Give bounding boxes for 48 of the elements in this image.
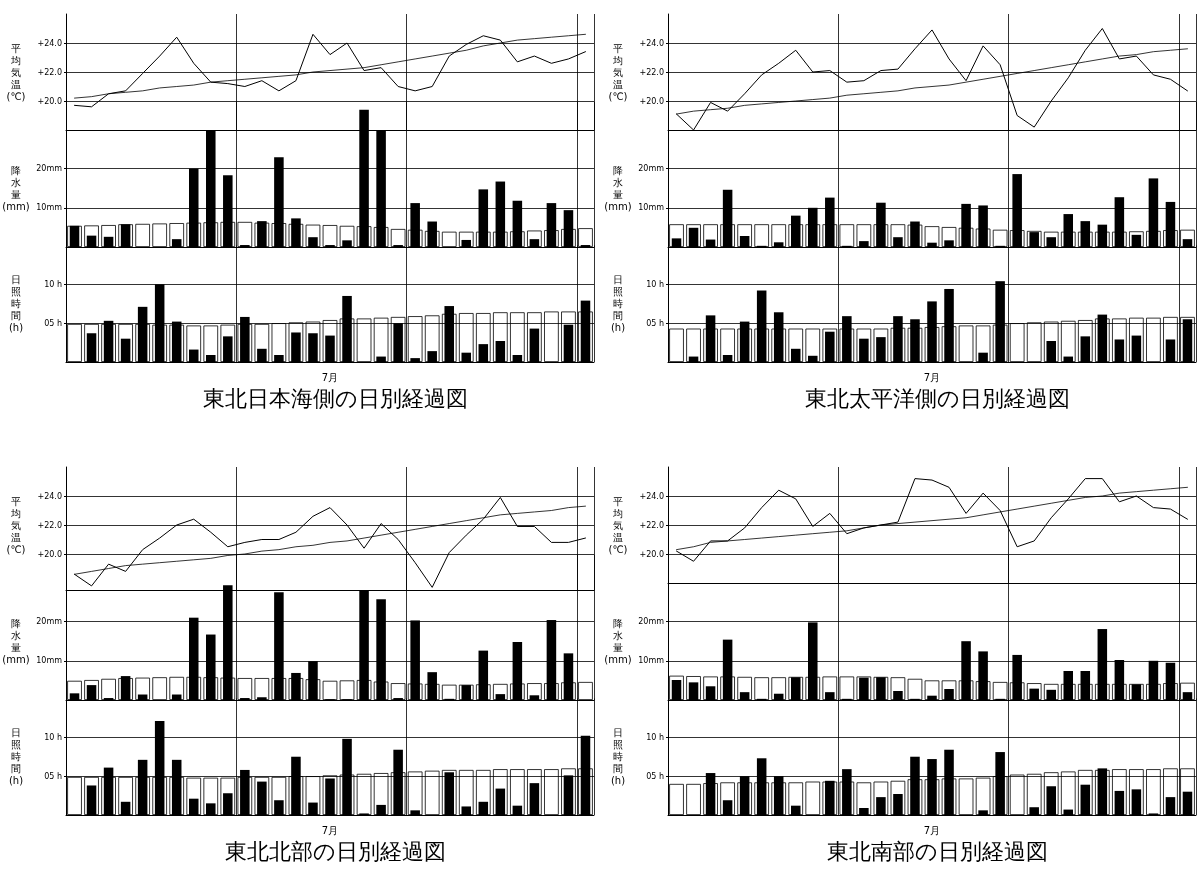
text: 東北太平洋側の日別経過図 (804, 385, 1070, 411)
y-tick-label: 05 h (44, 771, 62, 781)
y-tick-label: +20.0 (639, 549, 664, 559)
y-axis-title: 降水量(mm) (2, 617, 30, 665)
y-tick-label: 05 h (646, 318, 664, 328)
y-tick-label: +24.0 (37, 491, 62, 501)
y-tick-label: 20mm (638, 164, 665, 174)
text: 東北南部の日別経過図 (826, 838, 1048, 864)
y-tick-label: 10mm (638, 203, 665, 213)
text: 東北北部の日別経過図 (224, 838, 446, 864)
y-tick-label: 10 h (44, 732, 62, 742)
y-tick-label: 05 h (646, 771, 664, 781)
y-axis-title: 平均気温(℃) (608, 495, 628, 555)
y-tick-label: 10 h (646, 279, 664, 289)
y-axis-title: 日照時間(h) (8, 727, 24, 787)
y-axis-title: 平均気温(℃) (6, 42, 26, 102)
y-tick-label: 20mm (638, 617, 665, 627)
y-tick-label: +22.0 (639, 67, 664, 77)
y-tick-label: +24.0 (639, 38, 664, 48)
y-tick-label: 20mm (36, 617, 63, 627)
y-axis-title: 降水量(mm) (604, 617, 632, 665)
y-tick-label: 10mm (638, 656, 665, 666)
y-tick-label: 10mm (36, 203, 63, 213)
y-tick-label: +20.0 (37, 96, 62, 106)
y-axis-title: 平均気温(℃) (608, 42, 628, 102)
x-axis-title: 7月 (923, 371, 941, 383)
y-axis-title: 降水量(mm) (604, 164, 632, 212)
y-tick-label: +20.0 (37, 549, 62, 559)
y-tick-label: 05 h (44, 318, 62, 328)
y-axis-title: 日照時間(h) (610, 274, 626, 334)
y-tick-label: 10mm (36, 656, 63, 666)
y-tick-label: 20mm (36, 164, 63, 174)
y-tick-label: +24.0 (639, 491, 664, 501)
x-axis-title: 7月 (321, 371, 339, 383)
y-axis-title: 降水量(mm) (2, 164, 30, 212)
y-axis-title: 平均気温(℃) (6, 495, 26, 555)
y-tick-label: 10 h (646, 732, 664, 742)
y-tick-label: 10 h (44, 279, 62, 289)
y-tick-label: +20.0 (639, 96, 664, 106)
y-tick-label: +22.0 (639, 520, 664, 530)
y-axis-title: 日照時間(h) (8, 274, 24, 334)
x-axis-title: 7月 (923, 824, 941, 836)
y-tick-label: +24.0 (37, 38, 62, 48)
text: 東北日本海側の日別経過図 (202, 385, 468, 411)
y-tick-label: +22.0 (37, 67, 62, 77)
x-axis-title: 7月 (321, 824, 339, 836)
y-tick-label: +22.0 (37, 520, 62, 530)
y-axis-title: 日照時間(h) (610, 727, 626, 787)
